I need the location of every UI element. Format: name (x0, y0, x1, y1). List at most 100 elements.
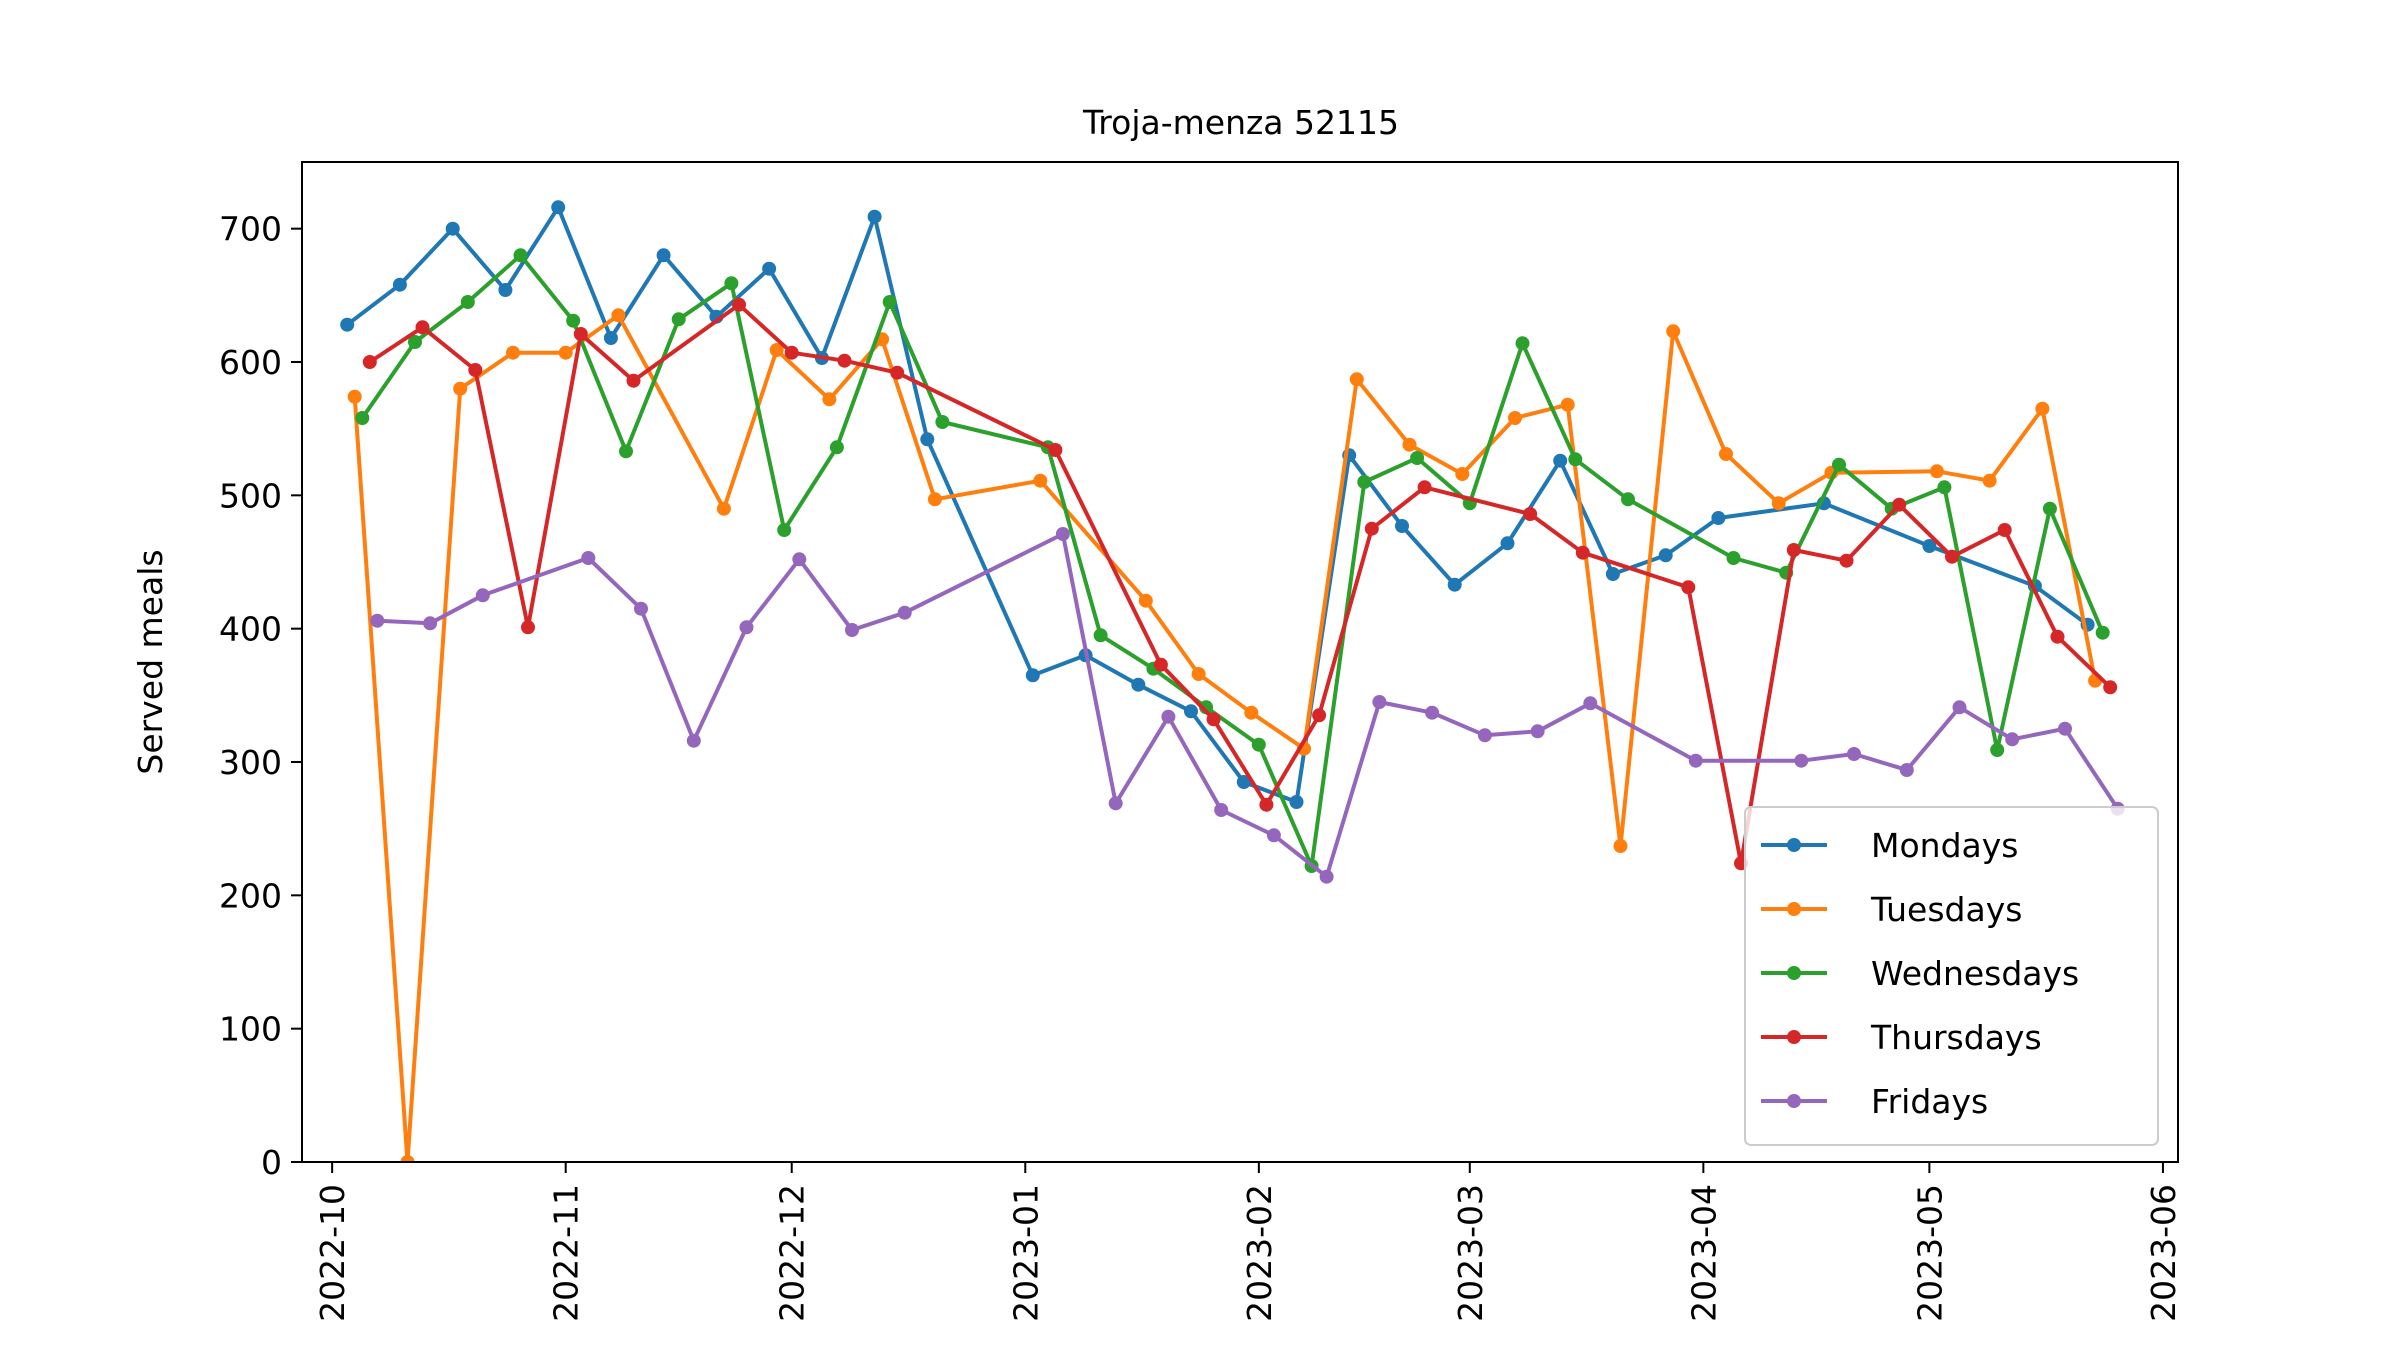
data-point-thursdays (1892, 497, 1907, 512)
data-point-wednesdays (1621, 492, 1635, 507)
data-point-thursdays (573, 327, 588, 341)
data-point-mondays (603, 331, 618, 345)
data-point-thursdays (1259, 797, 1274, 812)
data-point-fridays (1530, 724, 1545, 739)
data-point-thursdays (1786, 543, 1801, 557)
data-point-thursdays (1997, 523, 2012, 537)
data-point-mondays (1184, 704, 1198, 719)
data-point-tuesdays (2035, 401, 2050, 416)
data-point-wednesdays (777, 523, 792, 537)
data-point-wednesdays (1990, 743, 2005, 757)
y-tick-label: 0 (261, 1143, 282, 1182)
data-point-fridays (475, 588, 490, 603)
data-point-tuesdays (611, 308, 626, 323)
y-axis: 0 100 200 300 400 500 600 700 (219, 210, 302, 1182)
data-point-mondays (1922, 539, 1937, 553)
data-point-tuesdays (1244, 705, 1259, 720)
x-tick-label: 2022-10 (313, 1184, 352, 1322)
data-point-wednesdays (724, 276, 739, 291)
data-point-fridays (845, 623, 859, 637)
data-point-thursdays (837, 353, 852, 368)
data-point-wednesdays (829, 440, 844, 455)
data-point-mondays (1447, 577, 1462, 592)
data-point-mondays (1553, 453, 1568, 468)
data-point-tuesdays (822, 392, 837, 407)
data-point-tuesdays (558, 345, 573, 360)
data-point-fridays (1952, 700, 1967, 715)
data-point-tuesdays (1929, 464, 1944, 479)
x-tick-label: 2023-03 (1451, 1184, 1490, 1322)
data-point-fridays (1372, 695, 1387, 709)
data-point-thursdays (784, 345, 799, 360)
data-point-mondays (656, 248, 671, 263)
data-point-wednesdays (1832, 457, 1846, 472)
data-point-wednesdays (1568, 452, 1583, 467)
legend-box (1744, 806, 2159, 1146)
data-point-fridays (634, 601, 648, 616)
y-tick-label: 100 (219, 1010, 282, 1049)
data-point-wednesdays (1726, 551, 1741, 565)
data-point-mondays (1500, 536, 1515, 551)
data-point-thursdays (1153, 657, 1168, 672)
data-point-wednesdays (355, 411, 370, 425)
legend-label: Tuesdays (1870, 890, 2022, 929)
data-point-tuesdays (1719, 447, 1733, 461)
plot-frame (301, 161, 2179, 1163)
series-line-thursdays (368, 302, 2112, 866)
x-tick-label: 2023-06 (2144, 1184, 2183, 1322)
data-point-tuesdays (1560, 397, 1575, 412)
data-point-fridays (1583, 696, 1598, 711)
data-point-thursdays (1048, 443, 1063, 457)
data-point-wednesdays (1251, 737, 1266, 752)
data-point-wednesdays (2095, 625, 2110, 640)
data-point-tuesdays (1191, 667, 1206, 681)
data-point-thursdays (1945, 549, 1959, 564)
data-point-tuesdays (769, 343, 784, 357)
legend-item-mondays: Mondays (1761, 826, 2018, 865)
data-point-wednesdays (1515, 336, 1530, 351)
data-point-tuesdays (1402, 437, 1417, 452)
data-point-mondays (340, 317, 355, 332)
x-tick-label: 2022-12 (773, 1184, 812, 1322)
data-point-tuesdays (400, 1155, 415, 1162)
data-point-fridays (1425, 705, 1440, 720)
data-point-tuesdays (1982, 473, 1997, 488)
data-point-thursdays (362, 355, 377, 369)
x-tick-label: 2023-05 (1910, 1184, 1949, 1322)
data-point-fridays (1266, 828, 1281, 843)
data-point-tuesdays (453, 381, 468, 396)
series-mondays (340, 200, 2095, 809)
data-point-mondays (1711, 511, 1726, 525)
data-point-tuesdays (1349, 372, 1364, 387)
x-axis: 2022-10 2022-11 2022-12 2023-01 2023-02 2023-… (313, 1162, 2183, 1322)
data-point-tuesdays (1033, 473, 1048, 488)
data-point-tuesdays (1666, 324, 1681, 339)
data-point-thursdays (890, 365, 905, 380)
data-point-mondays (1605, 567, 1620, 581)
data-point-wednesdays (1093, 628, 1108, 643)
data-point-thursdays (521, 620, 535, 635)
data-point-tuesdays (1455, 467, 1470, 481)
data-point-fridays (1161, 709, 1176, 724)
x-tick-label: 2022-11 (547, 1184, 586, 1322)
data-point-thursdays (732, 297, 746, 312)
data-point-fridays (1319, 869, 1334, 884)
legend-swatch-marker (1787, 1030, 1801, 1044)
data-point-mondays (498, 283, 513, 297)
data-point-mondays (1658, 548, 1673, 563)
data-point-mondays (1289, 795, 1304, 809)
data-point-fridays (370, 613, 385, 628)
legend-swatch-marker (1787, 838, 1801, 852)
data-point-wednesdays (1410, 451, 1425, 465)
data-point-fridays (1108, 796, 1123, 811)
data-point-thursdays (1523, 507, 1538, 521)
data-point-wednesdays (408, 335, 422, 349)
data-point-thursdays (1364, 521, 1379, 536)
data-point-mondays (1395, 519, 1409, 533)
data-point-mondays (1025, 668, 1040, 683)
x-tick-label: 2023-02 (1240, 1184, 1279, 1322)
series-fridays (370, 527, 2125, 884)
data-point-wednesdays (671, 312, 686, 327)
legend-label: Thursdays (1870, 1018, 2042, 1057)
